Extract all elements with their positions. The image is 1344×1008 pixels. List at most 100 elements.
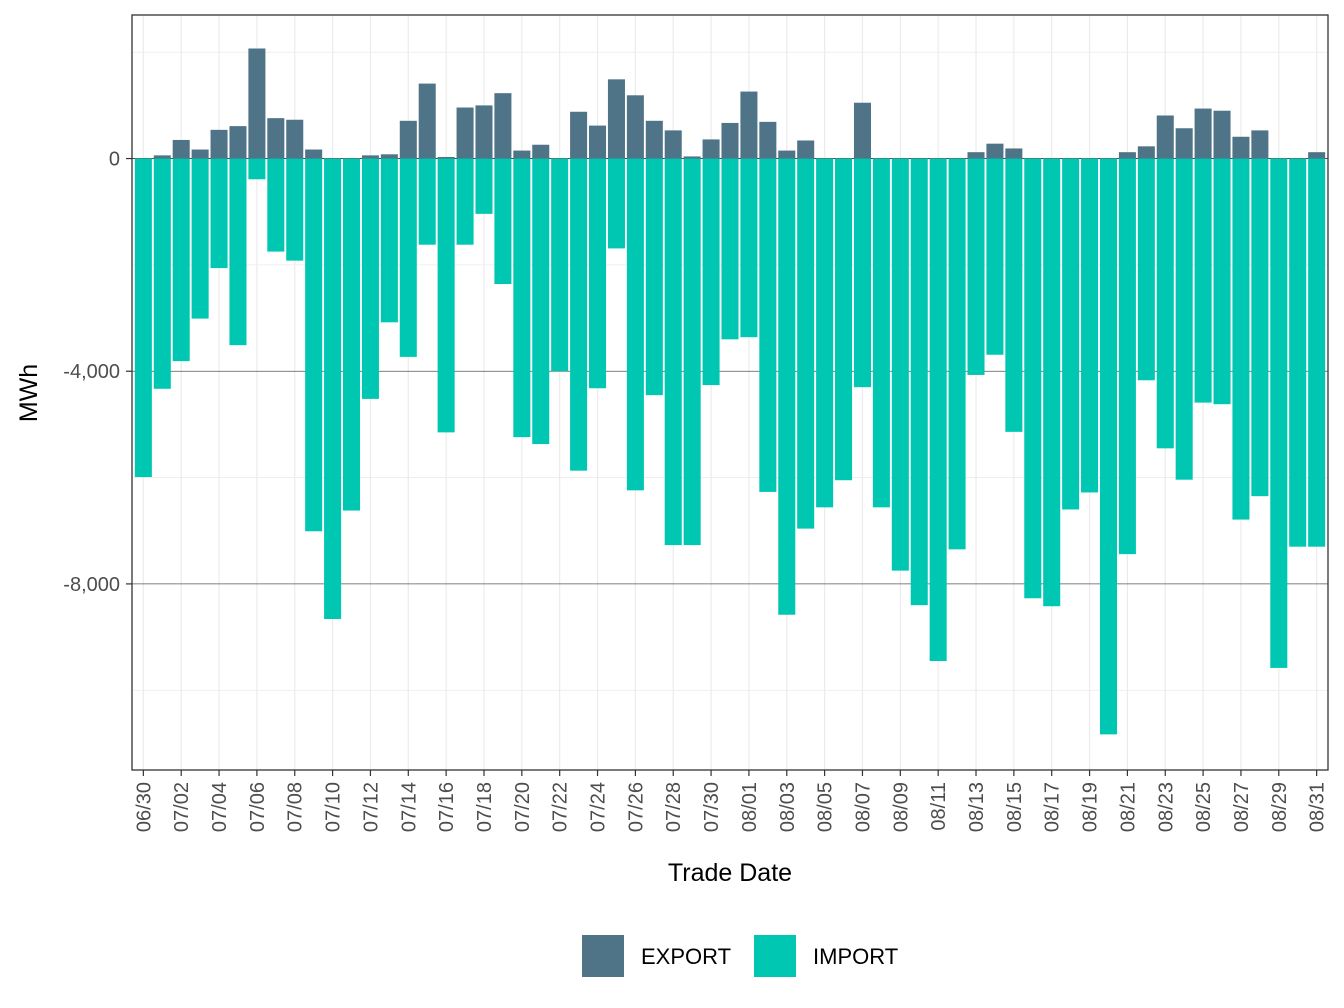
bar-export-07-27 bbox=[645, 120, 663, 159]
bar-import-07-18 bbox=[475, 158, 493, 214]
bar-export-08-04 bbox=[797, 140, 815, 159]
bar-import-07-01 bbox=[153, 158, 171, 389]
legend-label-export: EXPORT bbox=[641, 944, 731, 969]
bar-export-07-04 bbox=[210, 129, 228, 159]
bar-import-08-05 bbox=[816, 158, 834, 508]
bar-import-08-30 bbox=[1289, 158, 1307, 547]
bar-export-08-02 bbox=[759, 121, 777, 159]
bar-import-07-25 bbox=[607, 158, 625, 249]
x-tick-label: 08/13 bbox=[966, 782, 988, 832]
x-tick-label: 08/21 bbox=[1117, 782, 1139, 832]
bar-import-08-23 bbox=[1156, 158, 1174, 449]
x-tick-label: 08/27 bbox=[1231, 782, 1253, 832]
bar-export-07-14 bbox=[399, 120, 417, 159]
bar-import-07-05 bbox=[229, 158, 247, 346]
bar-export-08-07 bbox=[853, 102, 871, 159]
bar-import-08-24 bbox=[1175, 158, 1193, 480]
x-tick-label: 08/23 bbox=[1155, 782, 1177, 832]
bar-import-08-31 bbox=[1308, 158, 1326, 547]
bar-export-07-07 bbox=[267, 118, 285, 159]
bar-export-07-31 bbox=[721, 122, 739, 159]
bar-export-08-21 bbox=[1118, 152, 1136, 159]
bar-export-08-27 bbox=[1232, 136, 1250, 159]
x-tick-label: 07/04 bbox=[209, 782, 231, 832]
bar-export-08-26 bbox=[1213, 110, 1231, 159]
bar-export-07-12 bbox=[361, 155, 379, 159]
y-tick-label: -4,000 bbox=[63, 361, 120, 383]
bar-import-08-02 bbox=[759, 158, 777, 492]
bar-import-07-24 bbox=[589, 158, 607, 389]
bar-export-07-08 bbox=[286, 119, 304, 159]
y-tick-label: 0 bbox=[109, 149, 120, 171]
plot-border bbox=[131, 14, 1329, 771]
x-tick-label: 08/01 bbox=[739, 782, 761, 832]
x-tick-label: 07/28 bbox=[663, 782, 685, 832]
bar-import-08-16 bbox=[1024, 158, 1042, 599]
bar-import-08-01 bbox=[740, 158, 758, 338]
bar-import-08-26 bbox=[1213, 158, 1231, 405]
x-tick-label: 08/05 bbox=[815, 782, 837, 832]
bar-import-07-29 bbox=[683, 158, 701, 546]
bar-export-07-09 bbox=[305, 149, 323, 159]
x-tick-label: 08/07 bbox=[852, 782, 874, 832]
bar-import-08-27 bbox=[1232, 158, 1250, 520]
bar-import-08-22 bbox=[1137, 158, 1155, 381]
bar-import-07-21 bbox=[532, 158, 550, 445]
y-axis-title: MWh bbox=[15, 364, 43, 422]
x-tick-label: 07/06 bbox=[247, 782, 269, 832]
bar-export-07-15 bbox=[418, 83, 436, 159]
x-tick-label: 07/30 bbox=[701, 782, 723, 832]
y-axis: 0 -4,000 -8,000 bbox=[63, 149, 132, 596]
x-tick-label: 07/20 bbox=[512, 782, 534, 832]
bar-import-08-10 bbox=[910, 158, 928, 606]
bar-export-07-26 bbox=[626, 95, 644, 159]
x-tick-label: 07/12 bbox=[360, 782, 382, 832]
bar-import-07-03 bbox=[191, 158, 209, 319]
x-tick-label: 08/31 bbox=[1307, 782, 1329, 832]
bar-export-07-30 bbox=[702, 139, 720, 159]
bar-import-08-12 bbox=[948, 158, 966, 550]
x-tick-label: 07/14 bbox=[398, 782, 420, 832]
bar-import-07-19 bbox=[494, 158, 512, 285]
bar-import-07-11 bbox=[343, 158, 361, 511]
bar-export-07-02 bbox=[172, 139, 190, 159]
bar-import-08-07 bbox=[853, 158, 871, 388]
bar-import-08-04 bbox=[797, 158, 815, 529]
bar-import-07-30 bbox=[702, 158, 720, 386]
bar-import-08-18 bbox=[1062, 158, 1080, 510]
bar-export-08-14 bbox=[986, 143, 1004, 159]
x-tick-label: 08/15 bbox=[1004, 782, 1026, 832]
bar-export-08-15 bbox=[1005, 148, 1023, 159]
bar-import-07-22 bbox=[551, 158, 569, 372]
bar-import-07-31 bbox=[721, 158, 739, 340]
x-tick-label: 08/17 bbox=[1042, 782, 1064, 832]
x-tick-label: 07/10 bbox=[323, 782, 345, 832]
bar-import-07-16 bbox=[437, 158, 455, 433]
bar-import-07-13 bbox=[380, 158, 398, 323]
bar-export-08-31 bbox=[1308, 152, 1326, 159]
bar-import-08-17 bbox=[1043, 158, 1061, 607]
bar-export-07-16 bbox=[437, 156, 455, 159]
bar-import-07-27 bbox=[645, 158, 663, 396]
bars bbox=[134, 48, 1326, 735]
bar-export-08-24 bbox=[1175, 128, 1193, 159]
x-tick-label: 07/18 bbox=[474, 782, 496, 832]
x-tick-label: 08/03 bbox=[777, 782, 799, 832]
x-tick-label: 07/16 bbox=[436, 782, 458, 832]
bar-export-07-24 bbox=[589, 125, 607, 159]
x-tick-label: 07/26 bbox=[625, 782, 647, 832]
bar-export-07-21 bbox=[532, 144, 550, 159]
bar-export-07-18 bbox=[475, 105, 493, 159]
x-tick-label: 08/25 bbox=[1193, 782, 1215, 832]
bar-export-07-29 bbox=[683, 156, 701, 159]
bar-import-07-07 bbox=[267, 158, 285, 252]
x-axis-title: Trade Date bbox=[668, 859, 792, 887]
bar-export-08-28 bbox=[1251, 130, 1269, 159]
bar-import-07-17 bbox=[456, 158, 474, 245]
bar-export-08-01 bbox=[740, 91, 758, 159]
x-tick-label: 07/02 bbox=[171, 782, 193, 832]
bar-export-08-23 bbox=[1156, 115, 1174, 159]
x-tick-label: 08/19 bbox=[1080, 782, 1102, 832]
bar-import-08-09 bbox=[891, 158, 909, 571]
bar-export-08-22 bbox=[1137, 146, 1155, 159]
